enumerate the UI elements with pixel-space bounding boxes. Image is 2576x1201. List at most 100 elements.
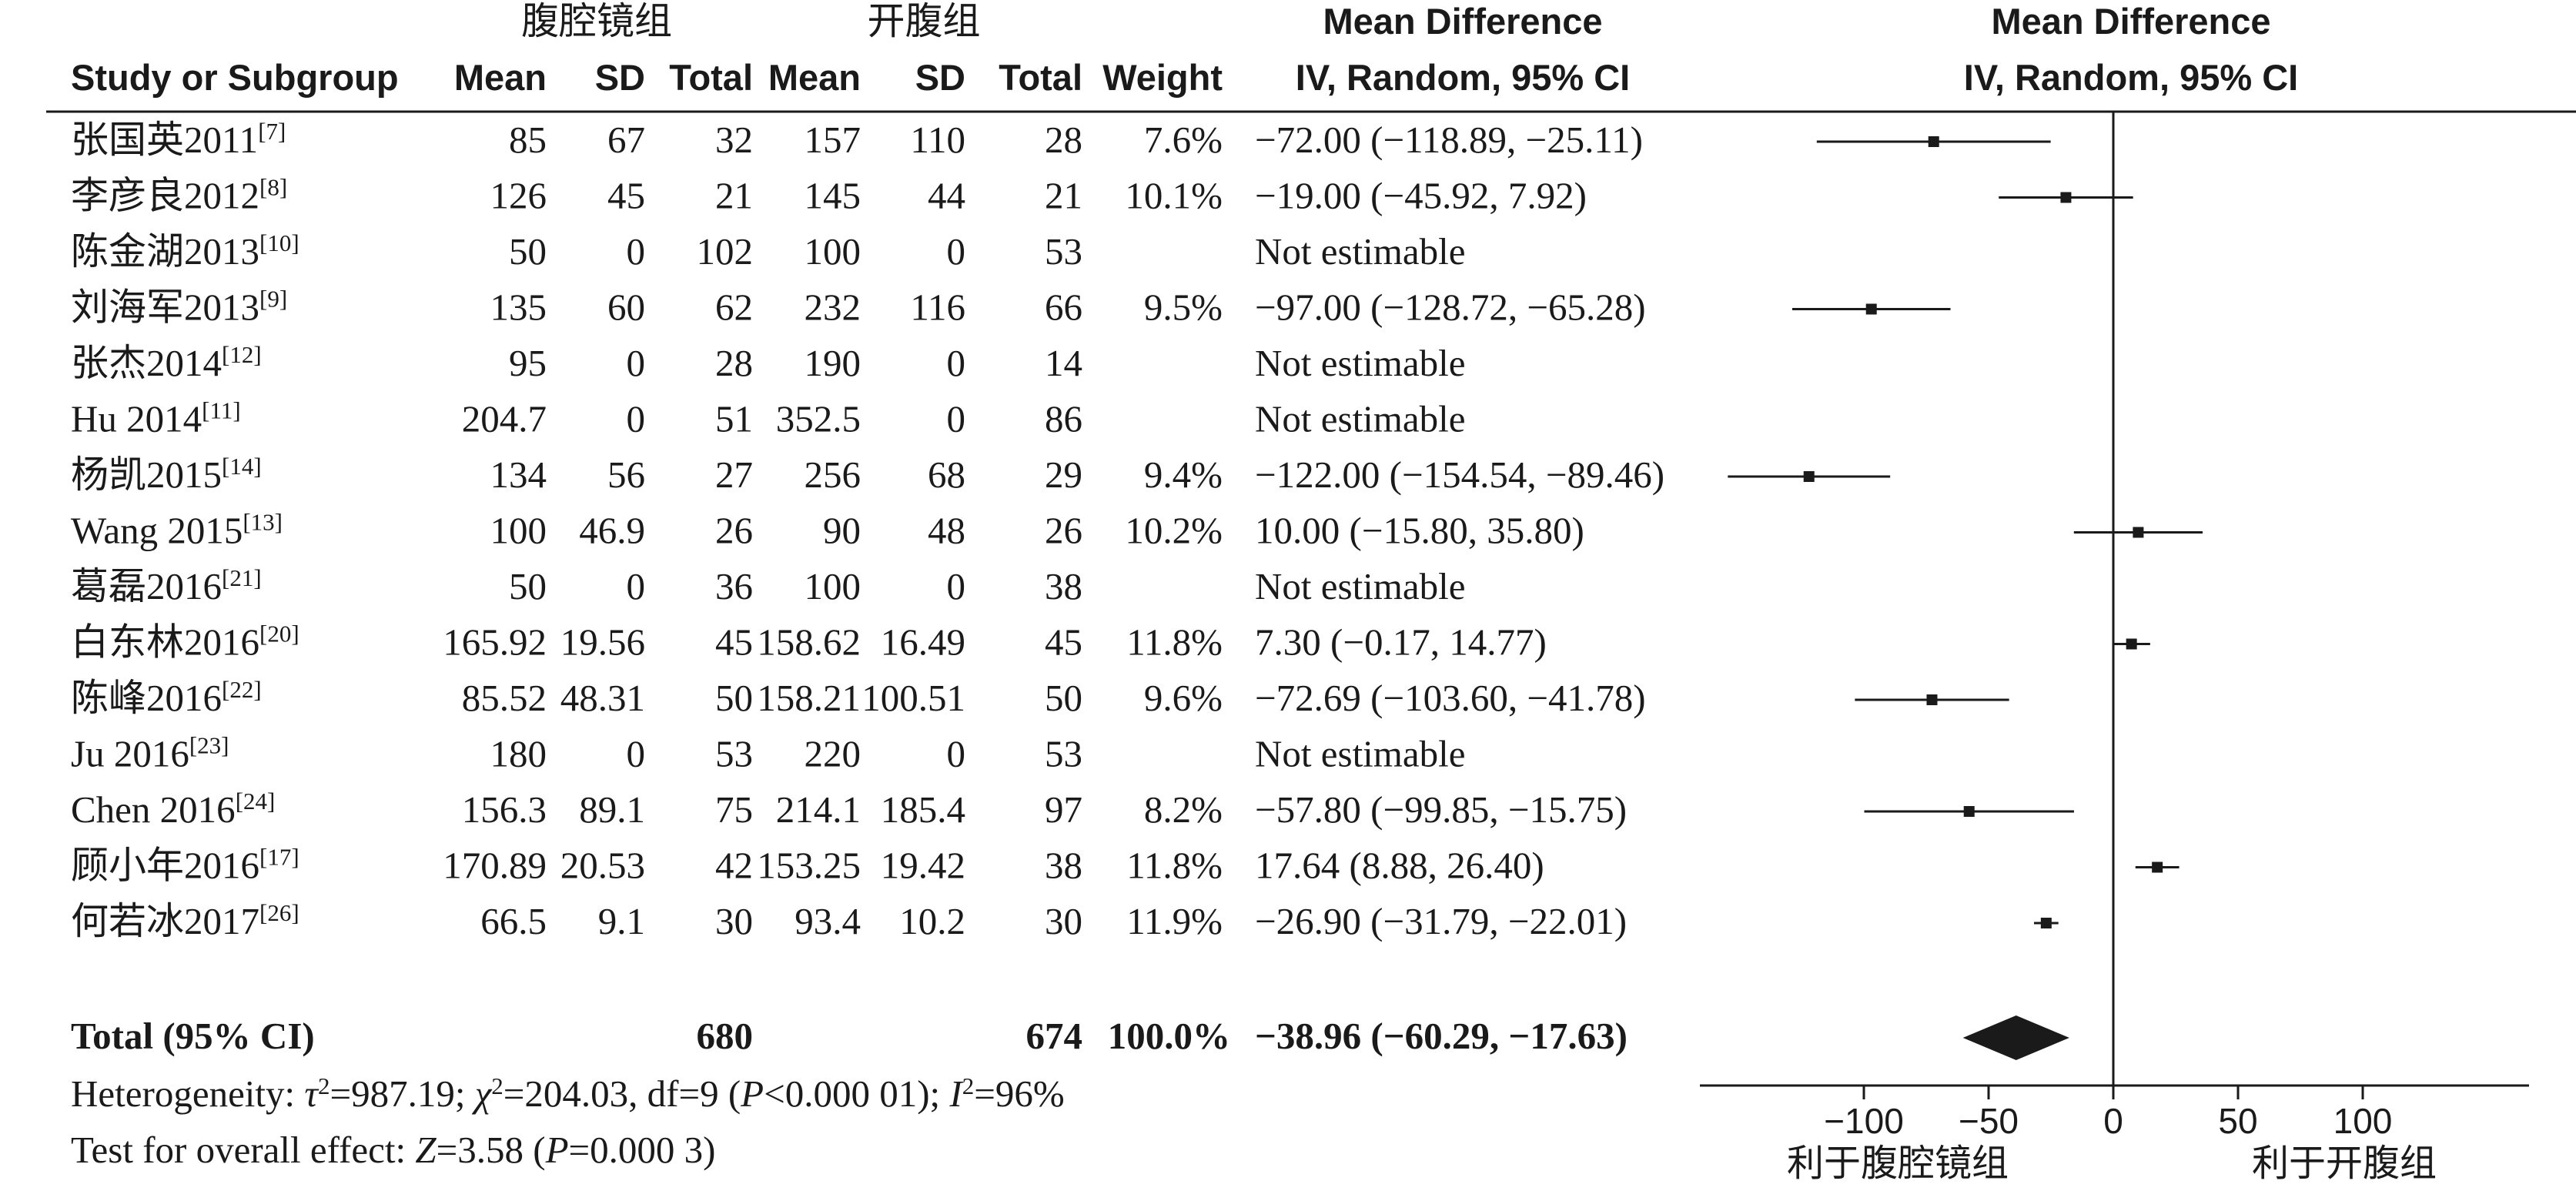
study-reference: [24] <box>236 788 276 815</box>
cell-e-sd: 48.31 <box>560 677 645 719</box>
study-name: 何若冰2017[26] <box>71 899 299 942</box>
cell-e-total: 32 <box>715 119 753 161</box>
cell-e-total: 45 <box>715 621 753 664</box>
overall-p-value: =0.000 3) <box>569 1129 716 1171</box>
cell-weight: 11.8% <box>1126 621 1223 664</box>
study-label: 陈峰2016 <box>71 677 222 719</box>
cell-e-mean: 170.89 <box>443 845 547 887</box>
cell-c-mean: 100 <box>805 230 861 273</box>
cell-e-mean: 156.3 <box>462 788 547 831</box>
study-name: 陈峰2016[22] <box>71 676 262 719</box>
study-label: Hu 2014 <box>71 398 202 440</box>
cell-c-sd: 0 <box>947 565 966 607</box>
tau-symbol: τ <box>304 1072 319 1115</box>
cell-e-sd: 0 <box>627 733 646 775</box>
study-reference: [20] <box>259 621 299 647</box>
cell-md-ci: −122.00 (−154.54, −89.46) <box>1255 453 1664 496</box>
cell-e-mean: 135 <box>490 286 547 329</box>
cell-c-mean: 232 <box>805 286 861 329</box>
cell-c-total: 97 <box>1045 788 1082 831</box>
cell-c-mean: 158.21 <box>757 677 861 719</box>
cell-c-total: 86 <box>1045 398 1082 440</box>
cell-e-sd: 9.1 <box>598 900 645 942</box>
table-row: Hu 2014[11] 204.7 0 51 352.5 0 86 Not estimable <box>71 397 1466 440</box>
cell-e-mean: 85 <box>509 119 547 161</box>
cell-e-total: 26 <box>715 510 753 552</box>
cell-e-sd: 60 <box>607 286 645 329</box>
study-name: 张国英2011[7] <box>71 118 286 161</box>
point-estimate-square <box>2152 861 2163 873</box>
group-experimental-header: 腹腔镜组 <box>521 0 672 43</box>
study-label: 陈金湖2013 <box>71 230 259 273</box>
cell-c-sd: 16.49 <box>881 621 965 664</box>
cell-c-mean: 90 <box>823 510 861 552</box>
e-sd-header: SD <box>595 57 645 98</box>
e-mean-header: Mean <box>454 57 547 98</box>
cell-md-ci: 7.30 (−0.17, 14.77) <box>1255 621 1547 664</box>
x-axis-tick-label: −100 <box>1824 1101 1904 1141</box>
study-label: 顾小年2016 <box>71 845 259 887</box>
table-row: 顾小年2016[17] 170.89 20.53 42 153.25 19.42 38 11.… <box>71 844 1544 887</box>
e-total-header: Total <box>669 57 753 98</box>
study-reference: [22] <box>222 676 262 703</box>
cell-c-total: 45 <box>1045 621 1082 664</box>
cell-md-ci: −57.80 (−99.85, −15.75) <box>1255 788 1627 831</box>
cell-c-mean: 214.1 <box>776 788 861 831</box>
cell-e-total: 75 <box>715 788 753 831</box>
study-name: 顾小年2016[17] <box>71 844 299 887</box>
cell-c-total: 53 <box>1045 733 1082 775</box>
total-c-count: 674 <box>1026 1015 1083 1057</box>
cell-c-sd: 0 <box>947 733 966 775</box>
md-title-header: Mean Difference <box>1323 1 1602 42</box>
study-reference: [23] <box>189 732 229 759</box>
table-row: 陈峰2016[22] 85.52 48.31 50 158.21 100.51 50 9.6%… <box>71 676 1646 719</box>
cell-c-sd: 0 <box>947 230 966 273</box>
point-estimate-square <box>2060 192 2072 203</box>
cell-c-mean: 256 <box>805 453 861 496</box>
cell-e-mean: 134 <box>490 453 547 496</box>
cell-c-total: 38 <box>1045 845 1082 887</box>
overall-effect-line: Test for overall effect: Z=3.58 (P=0.000… <box>71 1129 715 1171</box>
cell-e-mean: 126 <box>490 175 547 217</box>
table-row: Ju 2016[23] 180 0 53 220 0 53 Not estimable <box>71 732 1466 775</box>
cell-c-mean: 153.25 <box>757 845 861 887</box>
cell-e-sd: 0 <box>627 230 646 273</box>
cell-md-ci: Not estimable <box>1255 398 1466 440</box>
cell-c-sd: 19.42 <box>881 845 965 887</box>
cell-weight: 10.1% <box>1125 175 1223 217</box>
study-reference: [10] <box>259 229 299 256</box>
cell-e-total: 27 <box>715 453 753 496</box>
cell-e-sd: 0 <box>627 398 646 440</box>
table-row: 张国英2011[7] 85 67 32 157 110 28 7.6% −72.00 (−118… <box>71 118 1643 161</box>
cell-e-total: 51 <box>715 398 753 440</box>
cell-c-sd: 100.51 <box>861 677 965 719</box>
cell-c-total: 21 <box>1045 175 1082 217</box>
table-row: 陈金湖2013[10] 50 0 102 100 0 53 Not estimable <box>71 229 1466 273</box>
study-name: 白东林2016[20] <box>71 621 299 664</box>
cell-e-mean: 50 <box>509 565 547 607</box>
study-name: 李彦良2012[8] <box>71 174 287 217</box>
study-name: 杨凯2015[14] <box>71 453 262 496</box>
cell-e-total: 36 <box>715 565 753 607</box>
p-value: <0.000 01); <box>764 1072 949 1115</box>
cell-e-mean: 165.92 <box>443 621 547 664</box>
cell-c-mean: 190 <box>805 342 861 384</box>
x-axis-tick-label: 100 <box>2333 1101 2393 1141</box>
cell-c-mean: 157 <box>805 119 861 161</box>
plot-title-header: Mean Difference <box>1991 1 2270 42</box>
plot-method-header: IV, Random, 95% CI <box>1964 57 2298 98</box>
point-estimate-square <box>2133 527 2144 538</box>
cell-weight: 8.2% <box>1144 788 1223 831</box>
cell-md-ci: −26.90 (−31.79, −22.01) <box>1255 900 1627 942</box>
study-reference: [9] <box>259 286 287 313</box>
table-row: 葛磊2016[21] 50 0 36 100 0 38 Not estimable <box>71 564 1466 607</box>
cell-c-sd: 110 <box>910 119 965 161</box>
x-axis-tick-label: 50 <box>2218 1101 2257 1141</box>
i-superscript: 2 <box>962 1072 975 1099</box>
cell-c-sd: 0 <box>947 398 966 440</box>
cell-c-total: 66 <box>1045 286 1082 329</box>
study-name: Ju 2016[23] <box>71 732 229 775</box>
point-estimate-square <box>1926 694 1938 705</box>
tau-superscript: 2 <box>318 1072 330 1099</box>
